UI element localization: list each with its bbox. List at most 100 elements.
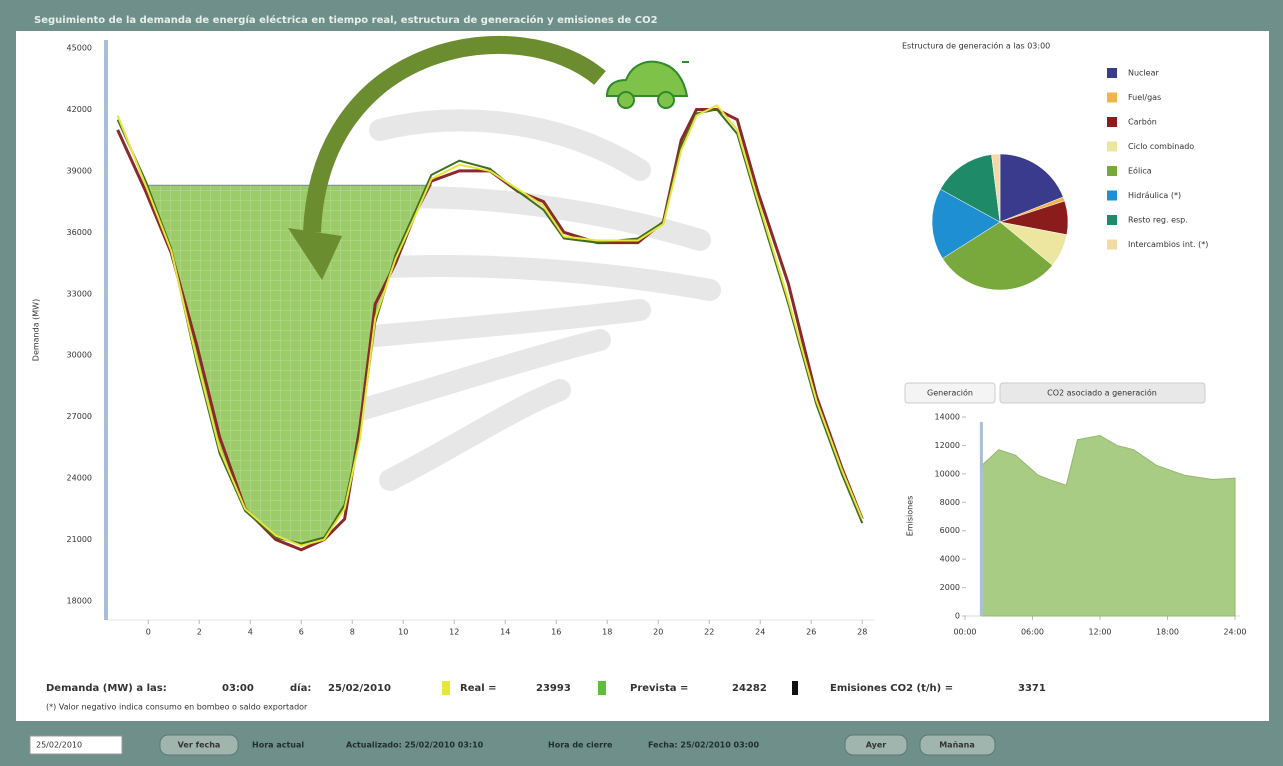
legend-swatch: [1107, 190, 1117, 201]
y-tick-label: 39000: [67, 166, 92, 175]
x-tick-label: 26: [806, 628, 816, 637]
view-button[interactable]: [159, 734, 239, 756]
series-line: [116, 104, 864, 547]
updated: Actualizado: 25/02/2010 03:10: [346, 741, 484, 750]
x-tick-label: 12:00: [1088, 628, 1111, 637]
date: 25/02/2010: [328, 683, 391, 694]
x-tick-label: 24:00: [1223, 628, 1246, 637]
x-tick-label: 00:00: [953, 628, 976, 637]
x-tick-label: 22: [704, 628, 714, 637]
emissions-area: [981, 434, 1236, 617]
y-tick-label: 30000: [67, 351, 92, 360]
pie-title: Estructura de generación a las 03:00: [902, 41, 1050, 51]
y-axis-title: Emisiones: [906, 496, 915, 537]
y-tick-label: 4000: [940, 555, 960, 564]
legend-label: Fuel/gas: [1128, 93, 1161, 102]
real-label: Real =: [460, 683, 497, 694]
current-marker: [979, 422, 983, 616]
y-tick-label: 21000: [67, 535, 92, 544]
x-tick-label: 4: [248, 628, 253, 637]
legend-label: Hidráulica (*): [1128, 191, 1181, 200]
x-tick-label: 06:00: [1021, 628, 1044, 637]
ev-illustration: [288, 35, 689, 280]
x-tick-label: 24: [755, 628, 765, 637]
legend-swatch: [1107, 92, 1117, 103]
legend-swatch: [1107, 117, 1117, 127]
x-tick-label: 8: [350, 628, 355, 637]
next-button-label: Mañana: [939, 741, 975, 750]
forecast-label: Prevista =: [630, 683, 688, 694]
y-tick-label: 14000: [935, 413, 960, 422]
tab-label: CO2 asociado a generación: [1047, 388, 1157, 398]
legend-label: Intercambios int. (*): [1128, 240, 1208, 249]
y-tick-label: 33000: [67, 289, 92, 298]
prev-button-label: Ayer: [866, 741, 887, 750]
demand-label: Demanda (MW) a las:: [46, 683, 167, 694]
prev-button[interactable]: [844, 734, 908, 756]
y-tick-label: 10000: [935, 469, 960, 478]
legend-label: Nuclear: [1128, 69, 1160, 78]
time: 03:00: [222, 683, 254, 694]
pie-slice: [942, 221, 1053, 291]
y-tick-label: 18000: [67, 597, 92, 606]
legend-swatch: [1107, 166, 1117, 176]
y-tick-label: 12000: [935, 441, 960, 450]
emissions-chart: Generación CO2 asociado a generación Emi…: [904, 382, 1247, 637]
y-tick-label: 24000: [67, 474, 92, 483]
y-tick-label: 45000: [67, 44, 92, 53]
emissions-swatch: [792, 681, 798, 695]
legend-swatch: [1107, 141, 1117, 152]
tab[interactable]: [999, 382, 1206, 404]
main-plot: 18000 21000 24000 27000 30000 33000 36000 39000…: [67, 44, 868, 637]
date-input[interactable]: [29, 735, 123, 755]
emissions-label: Emisiones CO2 (t/h) =: [830, 683, 953, 694]
note: (*) Valor negativo indica consumo en bom…: [46, 703, 308, 712]
pie-chart: Estructura de generación a las 03:00 Nuc…: [902, 41, 1208, 291]
date-input-text: 25/02/2010: [36, 741, 82, 750]
x-tick-label: 2: [197, 628, 202, 637]
next-button[interactable]: [919, 734, 996, 756]
y-tick-label: 2000: [940, 583, 960, 592]
current-label[interactable]: Hora actual: [252, 741, 304, 750]
x-tick-label: 16: [551, 628, 561, 637]
pie-slice: [999, 153, 1064, 223]
legend-label: Ciclo combinado: [1128, 142, 1194, 151]
y-tick-label: 36000: [67, 228, 92, 237]
main-chart: Demanda (MW): [32, 40, 875, 621]
close-label[interactable]: Hora de cierre: [548, 741, 613, 750]
window-title: Seguimiento de la demanda de energía elé…: [34, 14, 658, 26]
y-axis-bar: [104, 40, 108, 620]
emissions-value: 3371: [1018, 683, 1046, 694]
forecast-swatch: [598, 681, 606, 695]
tab[interactable]: [904, 382, 996, 404]
day-label: día:: [290, 682, 311, 694]
x-tick-label: 28: [857, 628, 867, 637]
legend-label: Carbón: [1128, 117, 1157, 127]
legend-swatch: [1107, 215, 1117, 225]
info-line: Demanda (MW) a las: 03:00 día: 25/02/201…: [46, 681, 1046, 712]
x-tick-label: 18:00: [1156, 628, 1179, 637]
legend-label: Resto reg. esp.: [1128, 216, 1188, 225]
y-tick-label: 6000: [940, 526, 960, 535]
watermark: [319, 109, 721, 491]
x-tick-label: 14: [500, 628, 510, 637]
y-axis-title: Demanda (MW): [32, 299, 41, 361]
view-button-label: Ver fecha: [178, 741, 221, 750]
pie-slice: [991, 153, 1001, 223]
y-tick-label: 0: [955, 612, 960, 621]
pie-slice: [940, 154, 1001, 223]
toolbar: 25/02/2010 Ver fecha Hora actual Actuali…: [29, 734, 996, 756]
forecast-value: 24282: [732, 683, 767, 694]
pie-slice: [931, 188, 1001, 259]
x-tick-label: 12: [449, 628, 459, 637]
x-tick-label: 6: [299, 628, 304, 637]
x-tick-label: 18: [602, 628, 612, 637]
real-swatch: [442, 681, 450, 695]
y-tick-label: 27000: [67, 412, 92, 421]
y-tick-label: 8000: [940, 498, 960, 507]
y-tick-label: 42000: [67, 105, 92, 114]
x-tick-label: 20: [653, 628, 663, 637]
series-line: [116, 108, 864, 545]
